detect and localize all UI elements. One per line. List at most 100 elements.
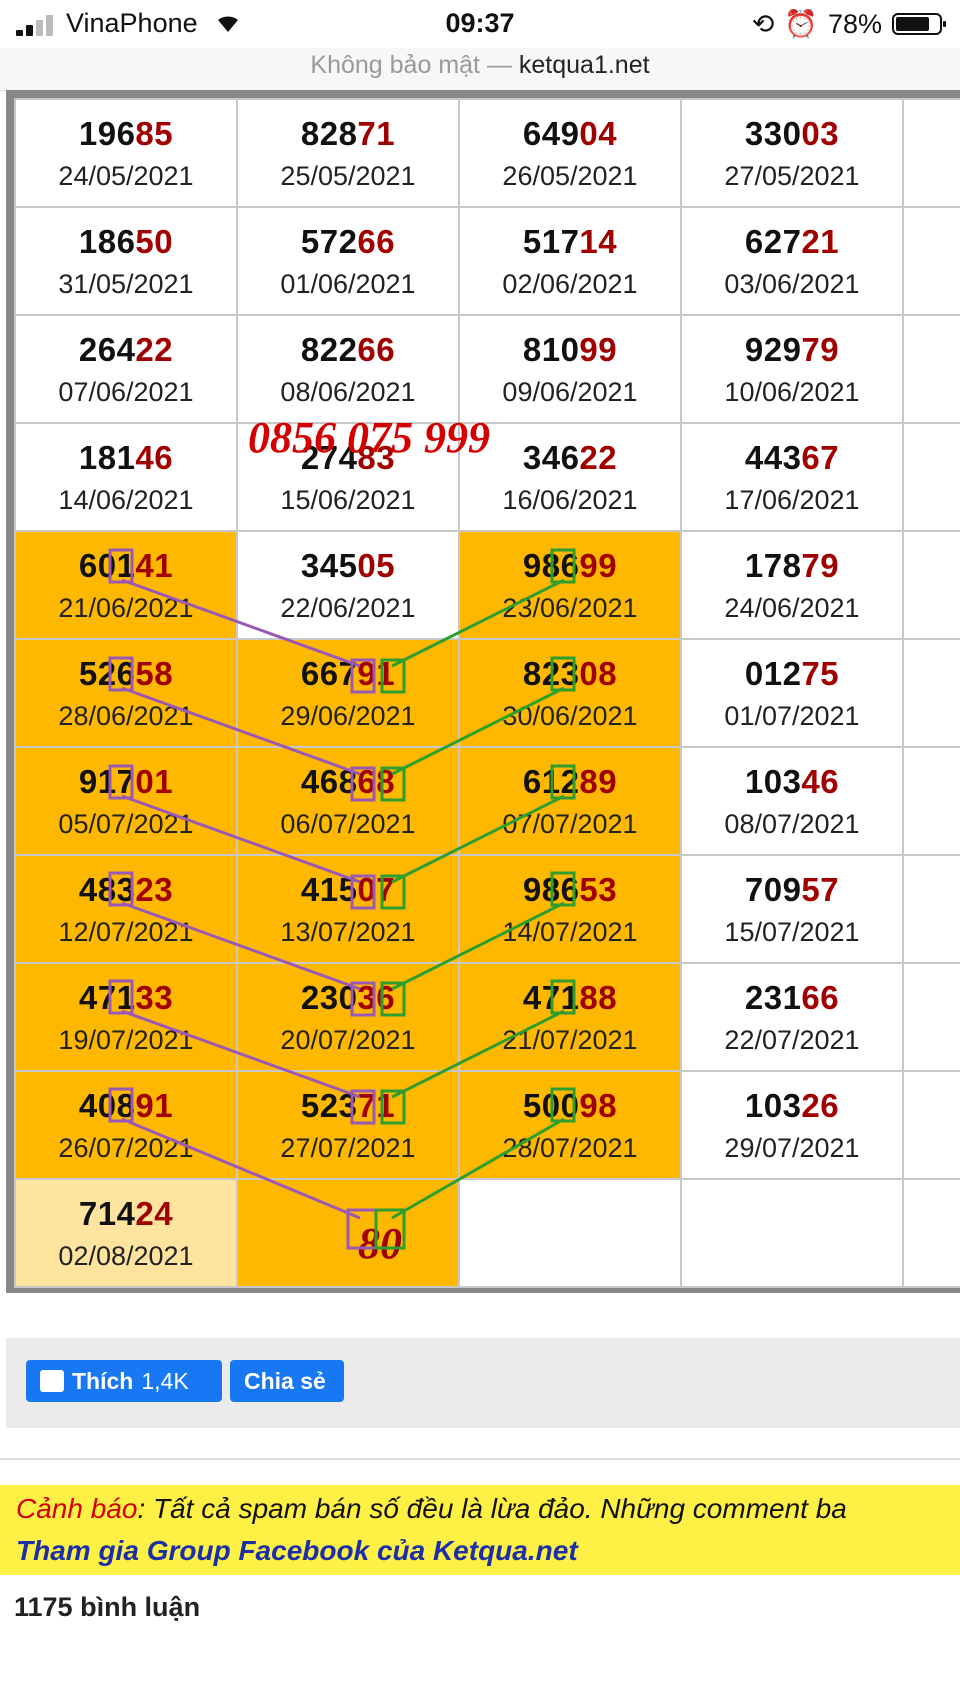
- result-tail: 68: [357, 762, 396, 800]
- result-cell: [680, 1178, 904, 1288]
- result-date: 27/07/2021: [280, 1132, 416, 1163]
- result-tail: 71: [357, 114, 396, 152]
- result-date: 02/08/2021: [58, 1240, 194, 1271]
- result-number: 40891: [16, 1087, 236, 1125]
- table-row: 52658 28/06/2021 66791 29/06/2021 82308 30/06…: [14, 638, 960, 748]
- divider: [0, 1458, 960, 1460]
- result-date: 08/06/2021: [280, 376, 416, 407]
- result-number: 62721: [682, 223, 902, 261]
- result-cell: [902, 422, 960, 532]
- status-bar: VinaPhone 09:37 ⟲ ⏰ 78%: [0, 0, 960, 48]
- result-cell: 57266 01/06/2021: [236, 206, 460, 316]
- table-row: 26422 07/06/2021 82266 08/06/2021 81099 09/06…: [14, 314, 960, 424]
- result-number: 47188: [460, 979, 680, 1017]
- result-head: 231: [744, 978, 802, 1016]
- result-tail: 57: [801, 870, 840, 908]
- result-tail: 14: [579, 222, 618, 260]
- result-tail: 23: [135, 870, 174, 908]
- result-cell: [902, 854, 960, 964]
- result-cell: 62721 03/06/2021: [680, 206, 904, 316]
- result-cell: 48323 12/07/2021: [14, 854, 238, 964]
- result-number: 10326: [682, 1087, 902, 1125]
- table-row: 48323 12/07/2021 41507 13/07/2021 98653 14/07…: [14, 854, 960, 964]
- result-cell: [458, 1178, 682, 1288]
- result-head: 230: [300, 978, 358, 1016]
- result-number: 47133: [16, 979, 236, 1017]
- result-cell: 92979 10/06/2021: [680, 314, 904, 424]
- result-cell: 50098 28/07/2021: [458, 1070, 682, 1180]
- battery-percent: 78%: [827, 8, 882, 39]
- result-number: 64904: [460, 115, 680, 153]
- result-head: 649: [522, 114, 580, 152]
- result-head: 483: [78, 870, 136, 908]
- result-cell: [902, 962, 960, 1072]
- result-cell: 26422 07/06/2021: [14, 314, 238, 424]
- url-domain: ketqua1.net: [518, 51, 650, 79]
- result-head: 012: [744, 654, 802, 692]
- address-bar[interactable]: Không bảo mật — ketqua1.net: [0, 48, 960, 91]
- result-head: 986: [522, 870, 580, 908]
- result-tail: 66: [801, 978, 840, 1016]
- result-cell: 82871 25/05/2021: [236, 98, 460, 208]
- result-cell: [902, 638, 960, 748]
- result-cell: 52658 28/06/2021: [14, 638, 238, 748]
- result-number: 33003: [682, 115, 902, 153]
- result-tail: 22: [135, 330, 174, 368]
- result-cell: 17879 24/06/2021: [680, 530, 904, 640]
- result-cell: 70957 15/07/2021: [680, 854, 904, 964]
- result-cell: 98653 14/07/2021: [458, 854, 682, 964]
- result-tail: 91: [135, 1086, 174, 1124]
- result-cell: 18650 31/05/2021: [14, 206, 238, 316]
- comment-count: 1175 bình luận: [14, 1592, 201, 1622]
- result-tail: 08: [579, 654, 618, 692]
- like-count: 1,4K: [141, 1368, 189, 1394]
- share-button[interactable]: Chia sẻ: [230, 1360, 344, 1402]
- prediction-number: 80: [358, 1218, 402, 1268]
- result-date: 31/05/2021: [58, 268, 194, 299]
- result-date: 29/06/2021: [280, 700, 416, 731]
- result-number: 91701: [16, 763, 236, 801]
- result-date: 08/07/2021: [724, 808, 860, 839]
- result-head: 471: [522, 978, 580, 1016]
- result-head: 917: [78, 762, 136, 800]
- result-date: 29/07/2021: [724, 1132, 860, 1163]
- result-number: 82871: [238, 115, 458, 153]
- result-cell: 40891 26/07/2021: [14, 1070, 238, 1180]
- result-number: 82266: [238, 331, 458, 369]
- table-row: 71424 02/08/2021 80: [14, 1178, 960, 1288]
- carrier-name: VinaPhone: [66, 8, 198, 38]
- result-head: 523: [300, 1086, 358, 1124]
- result-tail: 36: [357, 978, 396, 1016]
- result-date: 14/06/2021: [58, 484, 194, 515]
- warning-banner: Cảnh báo: Tất cả spam bán số đều là lừa …: [0, 1485, 960, 1575]
- result-date: 22/06/2021: [280, 592, 416, 623]
- result-date: 15/06/2021: [280, 484, 416, 515]
- result-number: 41507: [238, 871, 458, 909]
- result-tail: 33: [135, 978, 174, 1016]
- result-cell: 47188 21/07/2021: [458, 962, 682, 1072]
- like-button[interactable]: Thích 1,4K: [26, 1360, 222, 1402]
- result-number: 82308: [460, 655, 680, 693]
- result-number: 48323: [16, 871, 236, 909]
- result-cell: 81099 09/06/2021: [458, 314, 682, 424]
- clock: 09:37: [445, 8, 515, 38]
- result-tail: 79: [801, 330, 840, 368]
- result-date: 06/07/2021: [280, 808, 416, 839]
- social-bar: Thích 1,4K Chia sẻ: [6, 1338, 960, 1428]
- result-head: 714: [78, 1194, 136, 1232]
- result-tail: 46: [135, 438, 174, 476]
- result-tail: 71: [357, 1086, 396, 1124]
- result-head: 264: [78, 330, 136, 368]
- result-date: 27/05/2021: [724, 160, 860, 191]
- result-head: 274: [300, 438, 358, 476]
- facebook-group-link[interactable]: Tham gia Group Facebook của Ketqua.net: [16, 1535, 578, 1566]
- table-row: 18146 14/06/2021 27483 15/06/2021 34622 16/06…: [14, 422, 960, 532]
- result-cell: 34622 16/06/2021: [458, 422, 682, 532]
- result-date: 17/06/2021: [724, 484, 860, 515]
- result-head: 828: [300, 114, 358, 152]
- result-number: 60141: [16, 547, 236, 585]
- signal-icon: [16, 14, 56, 36]
- result-cell: 64904 26/05/2021: [458, 98, 682, 208]
- result-cell: 91701 05/07/2021: [14, 746, 238, 856]
- table-row: 91701 05/07/2021 46868 06/07/2021 61289 07/07…: [14, 746, 960, 856]
